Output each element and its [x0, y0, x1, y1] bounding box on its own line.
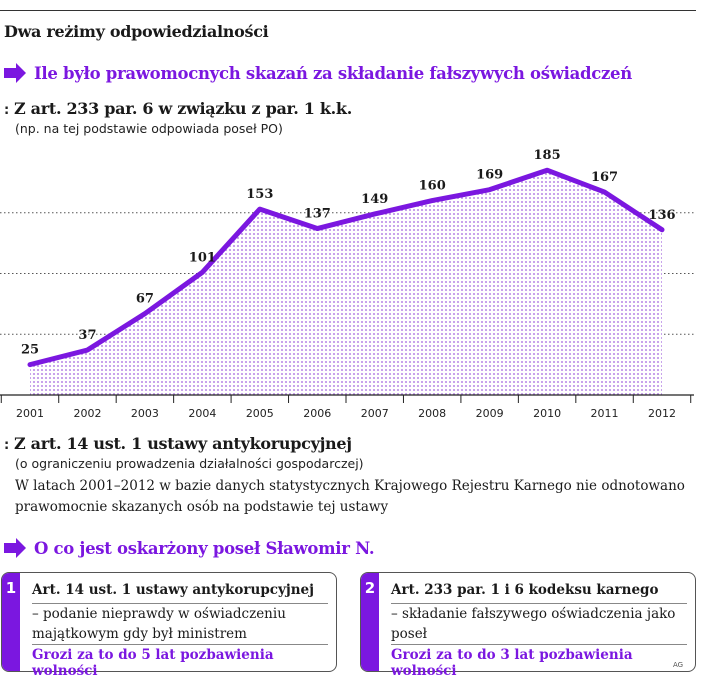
card-description-line: majątkowym gdy był ministrem	[32, 626, 247, 642]
card-description-line: poseł	[391, 626, 428, 642]
chart-subheading: : Z art. 233 par. 6 w związku z par. 1 k…	[4, 99, 352, 118]
card-description-line: – składanie fałszywego oświadczenia jako	[391, 606, 676, 622]
data-label: 149	[361, 192, 388, 207]
card-number-badge: 1	[2, 573, 20, 671]
x-tick-label: 2002	[73, 407, 101, 420]
section-heading-charges: O co jest oskarżony poseł Sławomir N.	[4, 537, 375, 559]
series-line	[27, 167, 665, 368]
law-paragraph: W latach 2001–2012 w bazie danych statys…	[15, 476, 705, 518]
data-label: 37	[78, 328, 96, 343]
card-number-badge: 2	[361, 573, 379, 671]
x-tick-label: 2011	[591, 407, 619, 420]
data-label: 160	[419, 179, 446, 194]
card-penalty: Grozi za to do 3 lat pozbawienia wolnośc…	[391, 647, 633, 679]
area-fill	[30, 170, 662, 395]
charge-card-2: 2 Art. 233 par. 1 i 6 kodeksu karnego – …	[360, 572, 696, 679]
marker-icon: :	[4, 103, 10, 118]
chart-subheading-text: Z art. 233 par. 6 w związku z par. 1 k.k…	[14, 99, 352, 118]
data-label: 153	[246, 187, 273, 202]
card-title: Art. 14 ust. 1 ustawy antykorupcyjnej	[32, 582, 315, 598]
data-label: 167	[591, 170, 618, 185]
card-divider	[391, 644, 687, 645]
page-title: Dwa reżimy odpowiedzialności	[4, 22, 269, 41]
card-title: Art. 233 par. 1 i 6 kodeksu karnego	[391, 582, 659, 598]
charge-card-1: 1 Art. 14 ust. 1 ustawy antykorupcyjnej …	[1, 572, 337, 679]
data-label: 25	[21, 343, 39, 358]
data-label: 169	[476, 168, 503, 183]
law-paragraph-line: prawomocnie skazanych osób na podstawie …	[15, 499, 389, 515]
credit: AG	[673, 661, 684, 669]
data-label: 185	[534, 148, 561, 163]
card-penalty: Grozi za to do 5 lat pozbawienia wolnośc…	[32, 647, 274, 679]
top-rule	[0, 10, 696, 11]
x-tick-label: 2004	[188, 407, 216, 420]
card-divider	[32, 644, 328, 645]
chart-note: (np. na tej podstawie odpowiada poseł PO…	[15, 121, 283, 136]
data-label: 101	[189, 250, 216, 265]
card-description: – podanie nieprawdy w oświadczeniu mająt…	[32, 604, 286, 644]
marker-icon: :	[4, 438, 10, 453]
x-tick-label: 2007	[361, 407, 389, 420]
card-divider	[391, 603, 687, 604]
law-subheading-text: Z art. 14 ust. 1 ustawy antykorupcyjnej	[14, 434, 352, 453]
arrow-right-icon	[4, 538, 26, 558]
x-tick-label: 2009	[476, 407, 504, 420]
arrow-right-icon	[4, 63, 26, 83]
x-tick-label: 2006	[303, 407, 331, 420]
x-tick-label: 2010	[533, 407, 561, 420]
x-tick-label: 2001	[16, 407, 44, 420]
section-heading-text: Ile było prawomocnych skazań za składani…	[34, 63, 632, 83]
x-tick-label: 2012	[648, 407, 676, 420]
law-subheading: : Z art. 14 ust. 1 ustawy antykorupcyjne…	[4, 434, 352, 453]
law-note: (o ograniczeniu prowadzenia działalności…	[15, 456, 364, 471]
card-divider	[32, 603, 328, 604]
data-label: 137	[304, 207, 331, 222]
x-tick-label: 2008	[418, 407, 446, 420]
data-label: 136	[648, 208, 675, 223]
data-label: 67	[136, 292, 154, 307]
card-description-line: – podanie nieprawdy w oświadczeniu	[32, 606, 286, 622]
x-tick-label: 2005	[246, 407, 274, 420]
card-description: – składanie fałszywego oświadczenia jako…	[391, 604, 675, 644]
section-heading-convictions: Ile było prawomocnych skazań za składani…	[4, 62, 632, 84]
section-heading-text: O co jest oskarżony poseł Sławomir N.	[34, 538, 375, 558]
law-paragraph-line: W latach 2001–2012 w bazie danych statys…	[15, 478, 685, 494]
x-tick-label: 2003	[131, 407, 159, 420]
convictions-chart: 2001 2002 2003 2004 2005 2006 2007 2008 2009 2010…	[0, 148, 694, 420]
